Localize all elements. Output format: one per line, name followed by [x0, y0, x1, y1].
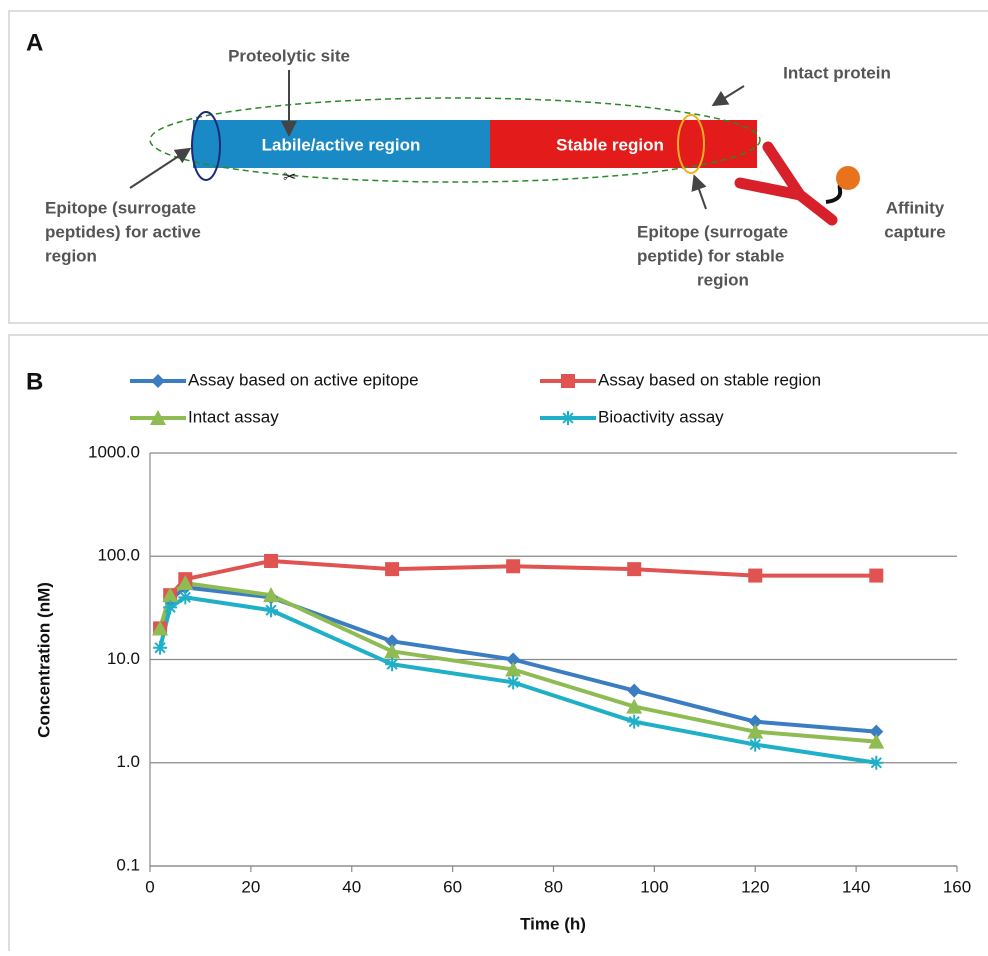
x-tick-label: 160 — [943, 877, 971, 896]
intact-ellipse — [149, 97, 761, 183]
region-label: Labile/active region — [262, 135, 421, 154]
marker — [627, 683, 642, 698]
marker — [748, 737, 763, 752]
y-tick-label: 10.0 — [107, 649, 140, 668]
annotation: peptide) for stable — [637, 246, 784, 265]
scissors: ✂ — [283, 169, 296, 186]
marker — [264, 603, 279, 618]
marker — [384, 643, 401, 659]
x-tick-label: 80 — [544, 877, 563, 896]
series-line — [158, 595, 877, 765]
marker — [153, 640, 168, 655]
x-axis-title: Time (h) — [520, 914, 586, 933]
x-tick-label: 40 — [342, 877, 361, 896]
panel-label: A — [26, 29, 43, 56]
marker — [627, 562, 642, 577]
legend-label: Bioactivity assay — [598, 407, 724, 426]
panel-a-frame — [8, 10, 988, 324]
marker — [869, 724, 884, 739]
marker — [506, 559, 521, 574]
y-tick-label: 1000.0 — [88, 442, 140, 461]
legend-marker — [150, 410, 166, 425]
marker — [748, 568, 763, 583]
legend-label: Intact assay — [188, 407, 279, 426]
marker — [505, 661, 522, 677]
y-tick-label: 0.1 — [116, 855, 140, 874]
annotation: Epitope (surrogate — [637, 222, 788, 241]
x-tick-label: 100 — [640, 877, 668, 896]
x-tick-label: 140 — [842, 877, 870, 896]
marker — [385, 562, 400, 577]
marker — [162, 587, 179, 603]
marker — [869, 755, 884, 770]
arrow — [691, 174, 707, 210]
legend-label: Assay based on active epitope — [188, 370, 419, 389]
marker — [506, 675, 521, 690]
stable-epitope-ring — [677, 114, 705, 174]
panel-label: B — [26, 368, 43, 395]
marker — [868, 733, 885, 749]
active-epitope-ring — [191, 111, 221, 181]
marker — [178, 590, 193, 605]
annotation: Proteolytic site — [228, 46, 350, 65]
x-tick-label: 20 — [241, 877, 260, 896]
marker — [385, 657, 400, 672]
annotation: Epitope (surrogate — [45, 198, 196, 217]
legend-marker — [561, 374, 575, 388]
annotation: region — [45, 246, 97, 265]
marker — [263, 587, 280, 603]
legend-marker — [151, 374, 165, 388]
arrow — [711, 85, 745, 107]
y-tick-label: 1.0 — [116, 752, 140, 771]
marker — [177, 575, 194, 591]
legend-marker — [561, 411, 575, 425]
marker — [152, 620, 169, 636]
y-axis-title: Concentration (nM) — [34, 582, 53, 738]
marker — [747, 723, 764, 739]
labile-region — [193, 120, 490, 168]
annotation: peptides) for active — [45, 222, 201, 241]
x-tick-label: 120 — [741, 877, 769, 896]
y-tick-label: 100.0 — [97, 546, 140, 565]
annotation: Affinity — [886, 198, 945, 217]
marker — [506, 652, 521, 667]
marker — [626, 698, 643, 714]
region-label: Stable region — [556, 135, 664, 154]
x-tick-label: 60 — [443, 877, 462, 896]
legend-label: Assay based on stable region — [598, 370, 821, 389]
marker — [385, 634, 400, 649]
marker — [748, 714, 763, 729]
annotation: Intact protein — [783, 63, 891, 82]
panel-a: A Labile/active region Stable region Pro… — [26, 29, 946, 289]
antibody — [734, 141, 860, 226]
annotation: region — [697, 270, 749, 289]
marker — [264, 553, 279, 568]
marker — [627, 714, 642, 729]
marker — [163, 600, 178, 615]
stable-region — [490, 120, 757, 168]
arrow — [129, 147, 192, 189]
x-tick-label: 0 — [145, 877, 154, 896]
marker — [869, 568, 884, 583]
annotation: capture — [884, 222, 945, 241]
